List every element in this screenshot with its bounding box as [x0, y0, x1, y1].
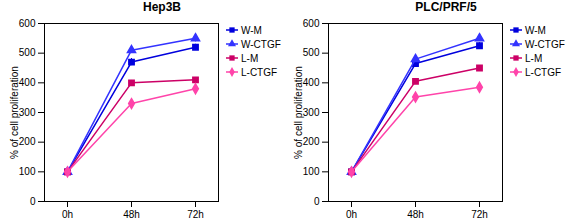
svg-text:500: 500: [303, 47, 320, 58]
svg-text:% of cell proliferation: % of cell proliferation: [293, 66, 304, 159]
svg-text:48h: 48h: [407, 209, 424, 220]
html-text:W-M: W-M: [525, 24, 546, 36]
svg-text:500: 500: [19, 47, 36, 58]
html-text:W-CTGF: W-CTGF: [241, 38, 281, 50]
svg-text:200: 200: [19, 136, 36, 147]
svg-text:400: 400: [303, 77, 320, 88]
svg-text:600: 600: [303, 18, 320, 29]
svg-text:100: 100: [19, 166, 36, 177]
svg-text:300: 300: [19, 107, 36, 118]
svg-text:% of cell proliferation: % of cell proliferation: [9, 66, 20, 159]
svg-text:72h: 72h: [471, 209, 488, 220]
svg-text:200: 200: [303, 136, 320, 147]
svg-text:72h: 72h: [187, 209, 204, 220]
html-text:L-M: L-M: [525, 52, 543, 64]
svg-text:100: 100: [303, 166, 320, 177]
html-text:W-M: W-M: [241, 24, 262, 36]
svg-text:300: 300: [303, 107, 320, 118]
svg-text:48h: 48h: [123, 209, 140, 220]
svg-text:0: 0: [30, 196, 36, 207]
html-text:L-CTGF: L-CTGF: [241, 66, 278, 78]
svg-text:0: 0: [314, 196, 320, 207]
html-text:L-CTGF: L-CTGF: [525, 66, 562, 78]
html-text:W-CTGF: W-CTGF: [525, 38, 565, 50]
svg-text:0h: 0h: [62, 209, 73, 220]
html-text:PLC/PRF/5: PLC/PRF/5: [415, 0, 477, 14]
svg-text:600: 600: [19, 18, 36, 29]
svg-text:0h: 0h: [346, 209, 357, 220]
svg-text:400: 400: [19, 77, 36, 88]
html-text:Hep3B: Hep3B: [143, 0, 181, 14]
html-text:L-M: L-M: [241, 52, 259, 64]
